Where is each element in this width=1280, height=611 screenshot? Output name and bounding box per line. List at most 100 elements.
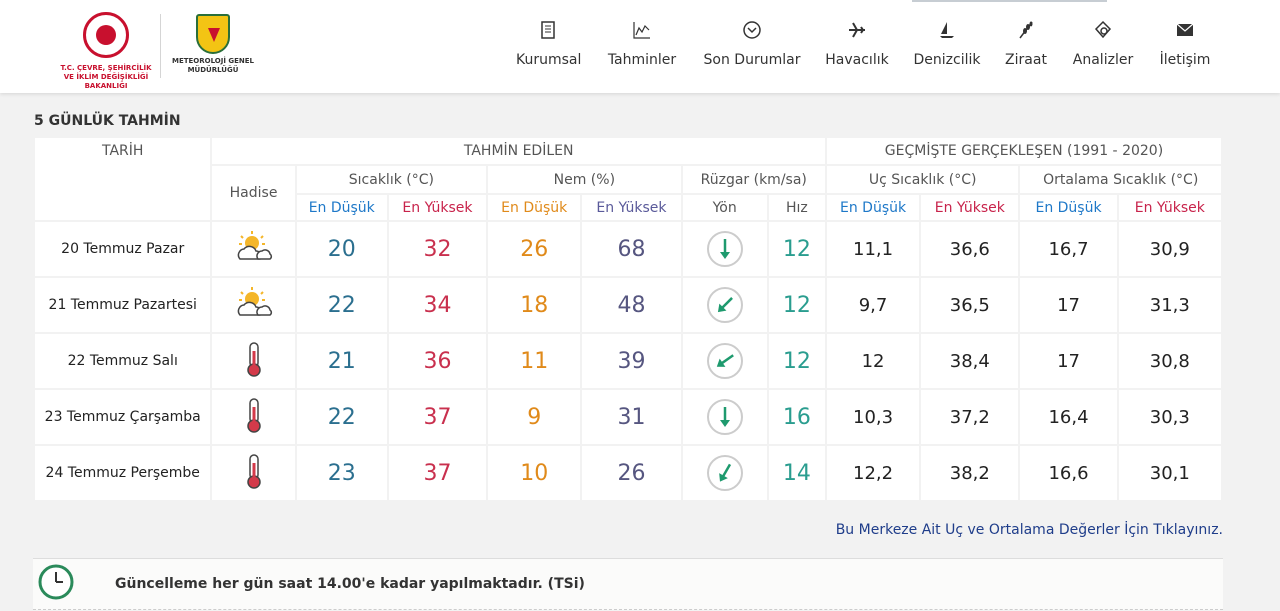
nav-label: Havacılık — [825, 52, 889, 68]
wind-speed: 14 — [768, 446, 825, 500]
extreme-low: 9,7 — [826, 278, 920, 332]
temp-high: 32 — [388, 222, 487, 276]
table-row: 22 Temmuz Salı 21 36 11 39 12 12 38,4 17 30,8 — [35, 334, 1221, 388]
temp-high: 34 — [388, 278, 487, 332]
nav-label: Son Durumlar — [703, 52, 801, 68]
wind-direction-arrow-icon — [706, 231, 743, 267]
nav-denizcilik[interactable]: Denizcilik — [913, 20, 981, 68]
hum-high: 26 — [582, 446, 681, 500]
temp-high: 36 — [388, 334, 487, 388]
wind-dir-cell — [682, 390, 767, 444]
nav-son-durumlar[interactable]: Son Durumlar — [703, 20, 801, 68]
active-nav-indicator — [912, 0, 1107, 2]
row-date: 24 Temmuz Perşembe — [35, 446, 211, 500]
hum-high: 31 — [582, 390, 681, 444]
table-row: 23 Temmuz Çarşamba 22 37 9 31 16 10,3 37,2 16,4 3… — [35, 390, 1221, 444]
row-date: 20 Temmuz Pazar — [35, 222, 211, 276]
avg-low: 16,7 — [1020, 222, 1117, 276]
extreme-high: 38,4 — [921, 334, 1019, 388]
hum-high: 48 — [582, 278, 681, 332]
hum-high-header: En Yüksek — [582, 195, 681, 220]
extreme-low: 12 — [826, 334, 920, 388]
nav-havacilik[interactable]: Havacılık — [825, 20, 889, 68]
avg-high-header: En Yüksek — [1118, 195, 1221, 220]
nav-analizler[interactable]: Analizler — [1072, 20, 1134, 68]
table-row: 20 Temmuz Pazar 20 32 26 68 12 11,1 36,6 16,7 30,… — [35, 222, 1221, 276]
hum-low-header: En Düşük — [488, 195, 581, 220]
temp-low: 22 — [296, 390, 387, 444]
airplane-icon — [825, 20, 889, 44]
temp-high: 37 — [388, 390, 487, 444]
ministry-logo[interactable]: T.C. ÇEVRE, ŞEHİRCİLİK VE İKLİM DEĞİŞİKL… — [56, 12, 156, 90]
ministry-seal-icon — [83, 12, 129, 58]
history-group-header: GEÇMİŞTE GERÇEKLEŞEN (1991 - 2020) — [826, 138, 1221, 164]
wind-dir-cell — [682, 278, 767, 332]
wind-dir-header: Yön — [682, 195, 767, 220]
nav-iletisim[interactable]: İletişim — [1158, 20, 1212, 68]
nav-label: Kurumsal — [516, 52, 582, 68]
temp-low: 21 — [296, 334, 387, 388]
ministry-logo-text: T.C. ÇEVRE, ŞEHİRCİLİK VE İKLİM DEĞİŞİKL… — [60, 64, 152, 90]
col-wind-header: Rüzgar (km/sa) — [682, 166, 825, 193]
weather-cell — [212, 278, 295, 332]
chart-icon — [606, 20, 678, 44]
avg-high: 30,8 — [1118, 334, 1221, 388]
temp-low: 22 — [296, 278, 387, 332]
extreme-low-header: En Düşük — [826, 195, 920, 220]
hum-low: 18 — [488, 278, 581, 332]
document-icon — [516, 20, 580, 44]
wind-direction-arrow-icon — [706, 343, 743, 379]
wind-speed: 12 — [768, 222, 825, 276]
analysis-icon — [1072, 20, 1134, 44]
chevron-circle-icon — [703, 20, 801, 44]
wind-speed: 16 — [768, 390, 825, 444]
history-link[interactable]: Bu Merkeze Ait Uç ve Ortalama Değerler İ… — [835, 522, 1223, 538]
avg-low-header: En Düşük — [1020, 195, 1117, 220]
table-row: 21 Temmuz Pazartesi 22 34 18 48 12 9,7 36,5 17 31… — [35, 278, 1221, 332]
thermometer-icon — [244, 454, 264, 493]
row-date: 23 Temmuz Çarşamba — [35, 390, 211, 444]
temp-high-header: En Yüksek — [388, 195, 487, 220]
temp-low: 23 — [296, 446, 387, 500]
wind-dir-cell — [682, 446, 767, 500]
avg-high: 31,3 — [1118, 278, 1221, 332]
update-notice: Güncelleme her gün saat 14.00'e kadar ya… — [33, 558, 1223, 610]
nav-ziraat[interactable]: Ziraat — [1003, 20, 1049, 68]
notice-text: Güncelleme her gün saat 14.00'e kadar ya… — [115, 576, 585, 592]
forecast-group-header: TAHMİN EDİLEN — [212, 138, 825, 164]
mgm-logo[interactable]: METEOROLOJİ GENEL MÜDÜRLÜĞÜ — [168, 14, 258, 84]
section-title: 5 GÜNLÜK TAHMİN — [34, 113, 181, 129]
extreme-high: 36,6 — [921, 222, 1019, 276]
temp-low-header: En Düşük — [296, 195, 387, 220]
col-date-header: TARİH — [35, 138, 211, 220]
extreme-high: 36,5 — [921, 278, 1019, 332]
clock-icon — [36, 562, 76, 606]
extreme-low: 10,3 — [826, 390, 920, 444]
avg-high: 30,1 — [1118, 446, 1221, 500]
weather-cell — [212, 390, 295, 444]
weather-cell — [212, 334, 295, 388]
wind-dir-cell — [682, 222, 767, 276]
thermometer-icon — [244, 398, 264, 437]
hum-low: 10 — [488, 446, 581, 500]
avg-low: 17 — [1020, 334, 1117, 388]
wind-speed-header: Hız — [768, 195, 825, 220]
table-row: 24 Temmuz Perşembe 23 37 10 26 14 12,2 38,2 16,6… — [35, 446, 1221, 500]
extreme-high-header: En Yüksek — [921, 195, 1019, 220]
wind-direction-arrow-icon — [706, 455, 743, 491]
nav-kurumsal[interactable]: Kurumsal — [516, 20, 582, 68]
wheat-icon — [1003, 20, 1049, 44]
nav-label: Analizler — [1072, 52, 1134, 68]
site-header: T.C. ÇEVRE, ŞEHİRCİLİK VE İKLİM DEĞİŞİKL… — [0, 0, 1280, 93]
col-extreme-header: Uç Sıcaklık (°C) — [826, 166, 1019, 193]
extreme-high: 38,2 — [921, 446, 1019, 500]
partly-cloudy-icon — [232, 287, 276, 325]
mgm-logo-text: METEOROLOJİ GENEL MÜDÜRLÜĞÜ — [171, 57, 255, 74]
nav-tahminler[interactable]: Tahminler — [606, 20, 678, 68]
col-avg-header: Ortalama Sıcaklık (°C) — [1020, 166, 1221, 193]
avg-high: 30,3 — [1118, 390, 1221, 444]
avg-low: 16,4 — [1020, 390, 1117, 444]
nav-label: Tahminler — [607, 52, 677, 68]
nav-label: İletişim — [1159, 52, 1211, 68]
extreme-low: 12,2 — [826, 446, 920, 500]
